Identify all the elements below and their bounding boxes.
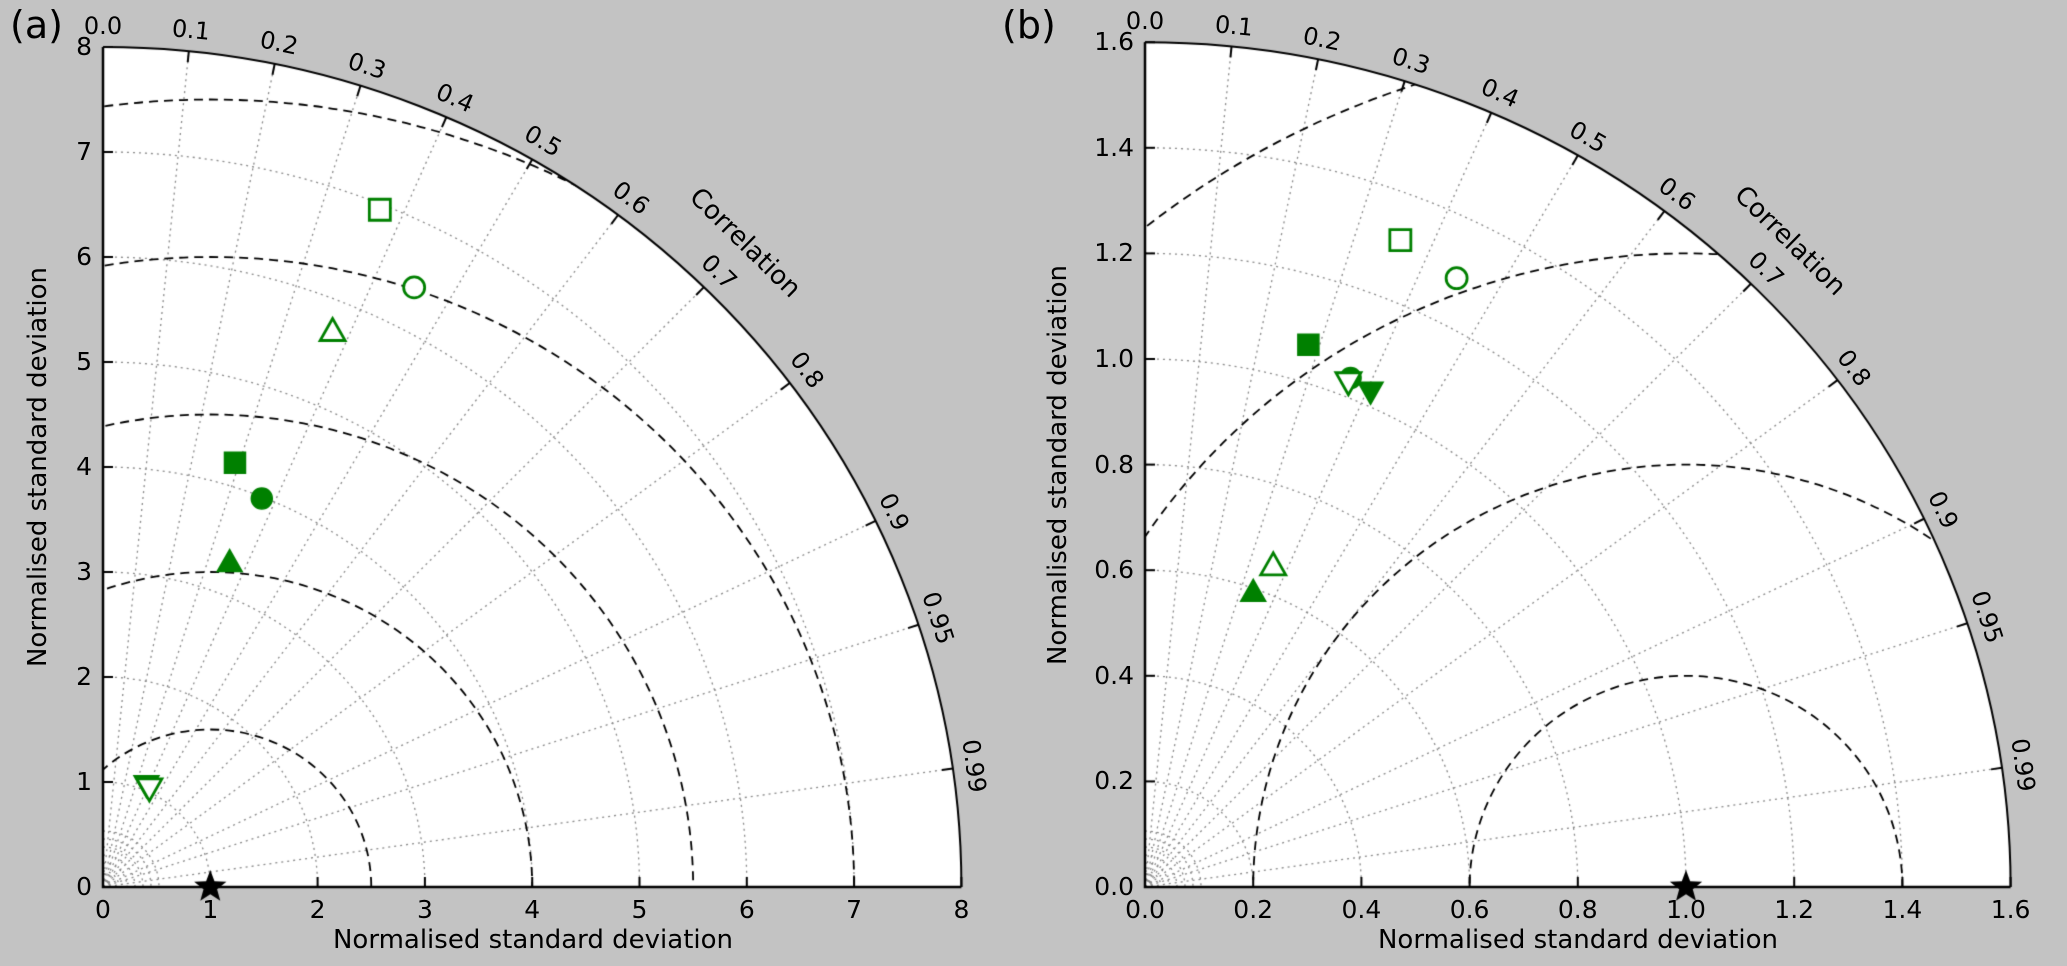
y-tick-label-a: 6 xyxy=(76,242,92,271)
y-tick-label-a: 1 xyxy=(76,767,92,796)
x-tick-label-b: 0.4 xyxy=(1341,895,1382,924)
x-tick-label-a: 7 xyxy=(846,895,863,924)
x-tick-label-a: 2 xyxy=(309,895,326,924)
y-tick-label-b: 1.2 xyxy=(1094,238,1134,268)
correlation-tick-label-b: 0.0 xyxy=(1125,7,1165,36)
y-tick-label-b: 0.2 xyxy=(1094,766,1134,796)
y-tick-label-a: 7 xyxy=(76,137,92,166)
y-tick-label-a: 2 xyxy=(76,662,92,691)
x-tick-label-a: 6 xyxy=(738,895,755,924)
panel-label-b: (b) xyxy=(1002,3,1056,47)
x-tick-label-a: 3 xyxy=(416,895,433,924)
y-tick-label-a: 8 xyxy=(76,32,92,61)
y-tick-label-b: 0.8 xyxy=(1094,449,1134,479)
y-tick-label-b: 0.0 xyxy=(1094,872,1134,901)
y-tick-label-b: 1.6 xyxy=(1094,27,1134,57)
y-axis-title-b: Normalised standard deviation xyxy=(1043,264,1073,666)
y-tick-label-b: 1.4 xyxy=(1094,132,1134,162)
correlation-tick-label-a: 0.1 xyxy=(170,14,212,47)
x-tick-label-a: 4 xyxy=(524,895,541,924)
x-tick-label-b: 0.6 xyxy=(1449,895,1490,924)
y-tick-label-a: 4 xyxy=(76,452,92,481)
x-tick-label-b: 0.8 xyxy=(1557,895,1598,924)
x-tick-label-b: 1.2 xyxy=(1774,895,1815,924)
x-axis-title-a: Normalised standard deviation xyxy=(332,925,734,955)
correlation-tick-label-a: 0.99 xyxy=(955,737,992,794)
panel-label-a: (a) xyxy=(10,3,63,47)
y-tick-label-b: 0.4 xyxy=(1094,660,1134,690)
y-tick-label-a: 5 xyxy=(76,347,92,376)
x-tick-label-a: 8 xyxy=(953,895,970,924)
x-tick-label-a: 0 xyxy=(95,895,111,924)
correlation-tick-label-b: 0.2 xyxy=(1300,21,1344,57)
y-tick-label-b: 0.6 xyxy=(1094,555,1134,585)
y-tick-label-a: 3 xyxy=(76,557,92,586)
x-axis-title-b: Normalised standard deviation xyxy=(1377,925,1779,955)
correlation-tick-label-b: 0.1 xyxy=(1213,9,1255,42)
x-tick-label-b: 0.0 xyxy=(1125,895,1165,924)
x-tick-label-b: 1.6 xyxy=(1990,895,2031,924)
x-tick-label-a: 5 xyxy=(631,895,648,924)
correlation-tick-label-a: 0.0 xyxy=(83,12,123,40)
y-tick-label-a: 0 xyxy=(76,872,92,901)
x-tick-label-b: 0.2 xyxy=(1233,895,1274,924)
correlation-tick-label-b: 0.99 xyxy=(2005,736,2041,794)
x-tick-label-b: 1.0 xyxy=(1666,895,1706,924)
x-tick-label-a: 1 xyxy=(202,895,219,924)
x-tick-label-b: 1.4 xyxy=(1882,895,1923,924)
y-tick-label-b: 1.0 xyxy=(1094,344,1134,373)
